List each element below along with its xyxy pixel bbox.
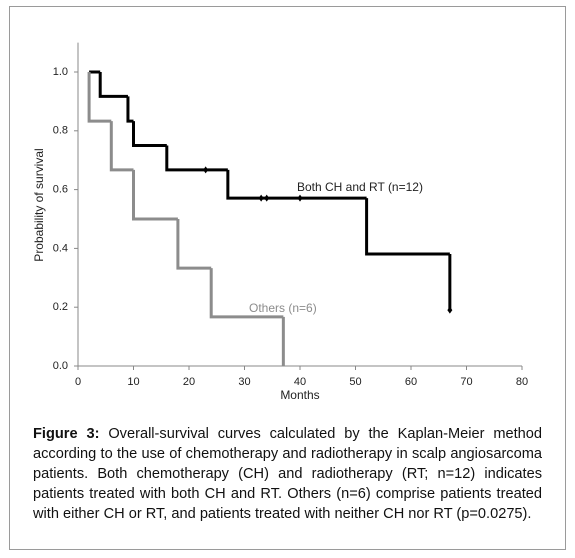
caption-label: Figure 3: (33, 426, 100, 442)
x-tick-label: 70 (460, 376, 472, 388)
survival-step (209, 268, 284, 319)
y-tick-label: 0.6 (53, 184, 68, 196)
censor-mark (447, 306, 453, 314)
x-tick-label: 50 (349, 376, 361, 388)
x-tick-label: 20 (183, 376, 195, 388)
chart: Probability of survival Months 0.0 0.2 0.4… (32, 42, 528, 402)
survival-step (87, 72, 112, 123)
figure-frame (9, 6, 566, 550)
series-label: Both CH and RT (n=12) (297, 180, 423, 194)
survival-step (132, 169, 178, 221)
survival-step (176, 219, 212, 270)
x-tick-label: 0 (75, 376, 81, 388)
censor-mark (203, 166, 209, 174)
x-tick-label: 40 (294, 376, 306, 388)
x-tick-label: 60 (405, 376, 417, 388)
y-axis-label: Probability of survival (32, 148, 46, 261)
y-tick-label: 0.4 (53, 242, 68, 254)
series-label: Others (n=6) (249, 301, 317, 315)
x-tick-label: 10 (127, 376, 139, 388)
y-tick-label: 0.0 (53, 360, 68, 372)
y-tick-label: 0.2 (53, 301, 68, 313)
y-tick-label: 1.0 (53, 66, 68, 78)
x-tick-label: 80 (516, 376, 528, 388)
caption: Figure 3: Overall-survival curves calcul… (33, 424, 542, 524)
censor-mark (297, 194, 303, 202)
x-axis-label: Months (280, 388, 319, 402)
survival-step (109, 121, 134, 172)
survival-step (98, 72, 128, 98)
caption-text: Overall-survival curves calculated by th… (33, 426, 542, 522)
survival-step (165, 145, 228, 172)
x-tick-label: 30 (238, 376, 250, 388)
survival-step (132, 121, 167, 147)
y-tick-label: 0.8 (53, 125, 68, 137)
censor-mark (264, 194, 270, 202)
survival-step (365, 198, 450, 256)
survival-step (226, 169, 367, 200)
survival-step (126, 96, 134, 123)
censor-mark (258, 194, 264, 202)
